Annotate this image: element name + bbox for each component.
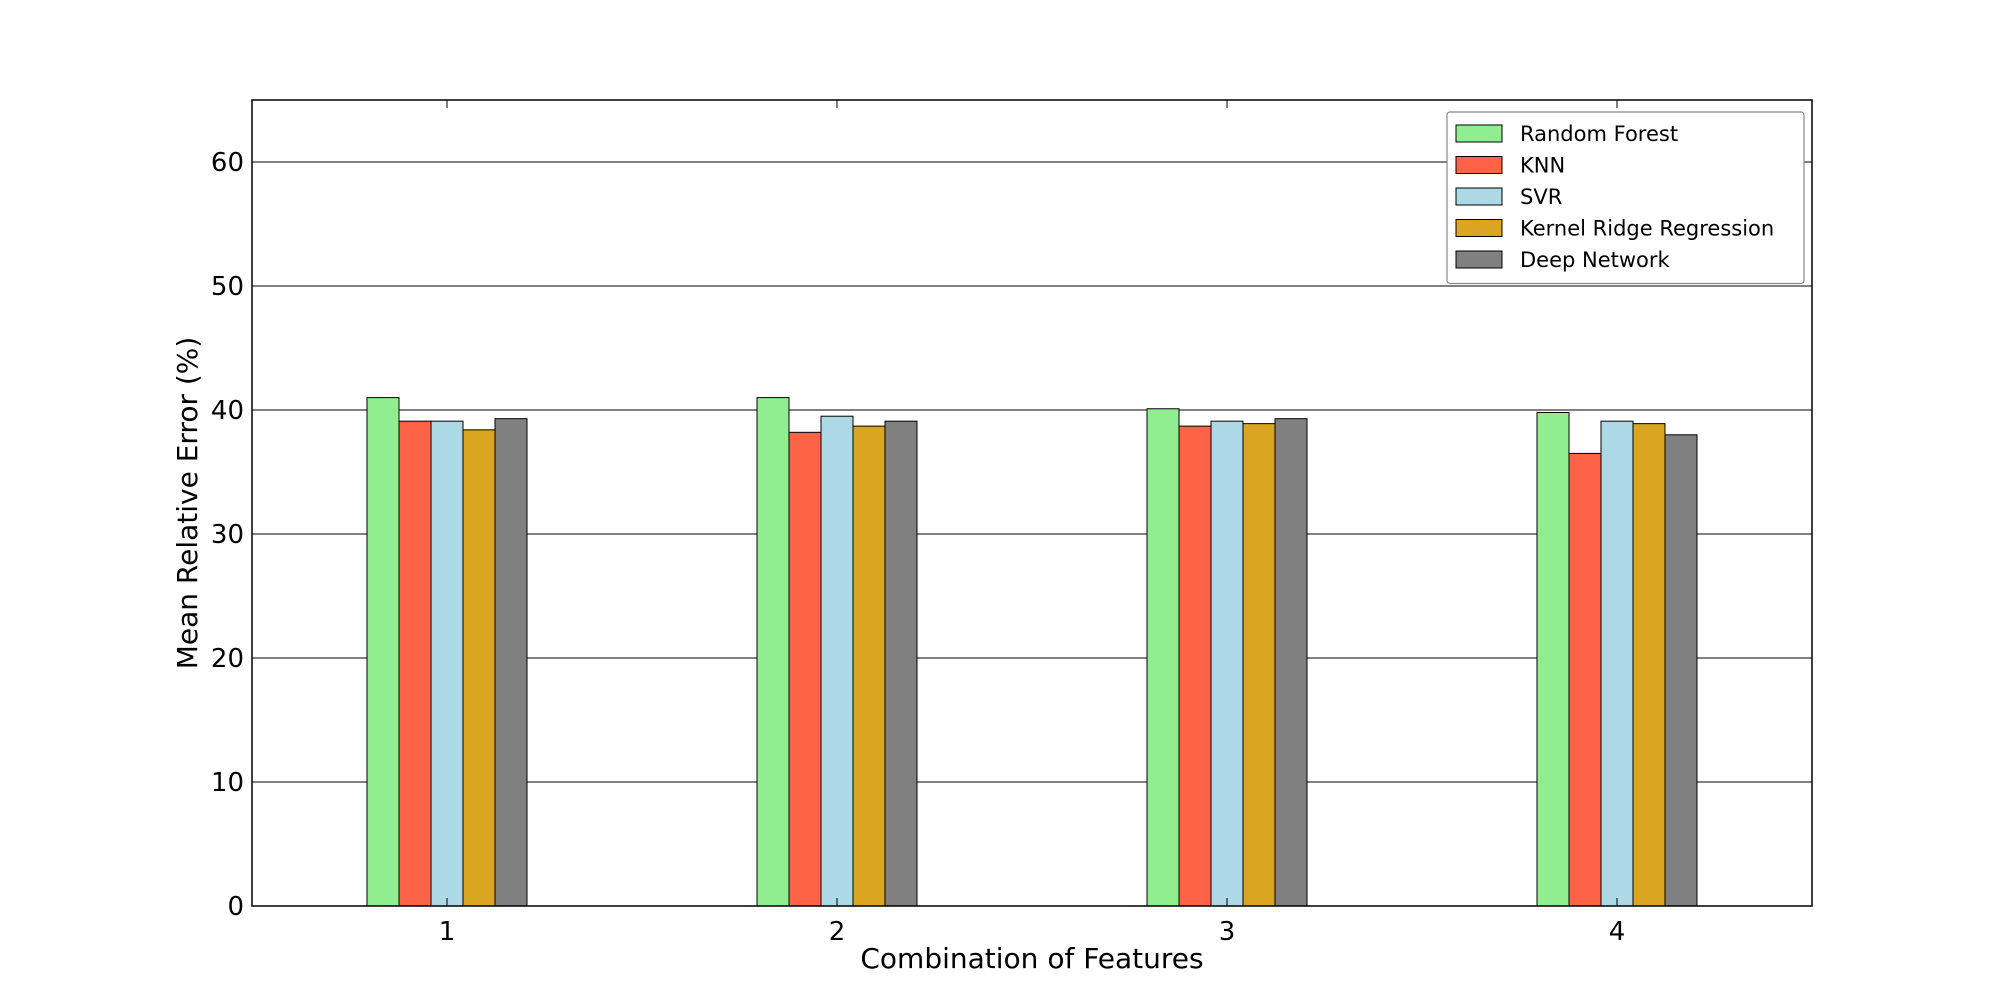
bars (366, 397, 1698, 907)
legend-swatch (1455, 156, 1503, 174)
y-tick-label: 20 (211, 644, 244, 674)
y-tick-label: 60 (211, 148, 244, 178)
x-tick-label: 3 (1219, 917, 1236, 947)
legend-label: SVR (1520, 185, 1562, 209)
bar-random-forest-2 (756, 397, 790, 907)
legend-swatch (1455, 124, 1503, 143)
bar-random-forest-4 (1536, 411, 1570, 907)
bar-deep-network-1 (494, 418, 528, 907)
bar-kernel-ridge-regression-3 (1242, 423, 1276, 907)
legend-label: Kernel Ridge Regression (1520, 217, 1774, 241)
y-tick-label: 50 (211, 272, 244, 302)
bar-random-forest-1 (366, 397, 400, 907)
x-tick-label: 4 (1609, 917, 1626, 947)
y-tick-label: 30 (211, 520, 244, 550)
legend: Random Forest KNN SVR Kernel Ridge Regressi… (1446, 111, 1805, 285)
legend-swatch (1455, 187, 1503, 206)
bar-svr-1 (430, 420, 464, 907)
bar-deep-network-4 (1664, 434, 1698, 907)
legend-label: KNN (1520, 154, 1565, 178)
bar-deep-network-3 (1274, 418, 1308, 907)
axis-ticks: 0 10 20 30 40 50 60 1 2 3 4 (211, 100, 1812, 947)
plot-frame (251, 99, 1813, 907)
legend-swatch (1455, 219, 1503, 237)
legend-label: Deep Network (1520, 248, 1671, 272)
bar-kernel-ridge-regression-2 (852, 425, 886, 907)
legend-box (1446, 111, 1805, 285)
y-tick-label: 0 (227, 892, 244, 922)
bar-knn-2 (788, 431, 822, 907)
y-axis-label: Mean Relative Error (%) (171, 337, 204, 670)
bar-random-forest-3 (1146, 408, 1180, 907)
x-axis-label: Combination of Features (860, 942, 1203, 975)
bar-svr-2 (820, 415, 854, 907)
bar-svr-4 (1600, 420, 1634, 907)
bar-kernel-ridge-regression-4 (1632, 423, 1666, 907)
legend-label: Random Forest (1520, 122, 1678, 146)
y-tick-label: 40 (211, 396, 244, 426)
bar-knn-3 (1178, 425, 1212, 907)
bar-knn-4 (1568, 452, 1602, 907)
bar-knn-1 (398, 420, 432, 907)
x-tick-label: 2 (829, 917, 846, 947)
bar-svr-3 (1210, 420, 1244, 907)
x-tick-label: 1 (439, 917, 456, 947)
legend-swatch (1455, 250, 1503, 269)
bar-kernel-ridge-regression-1 (462, 429, 496, 907)
y-tick-label: 10 (211, 768, 244, 798)
bar-deep-network-2 (884, 420, 918, 907)
